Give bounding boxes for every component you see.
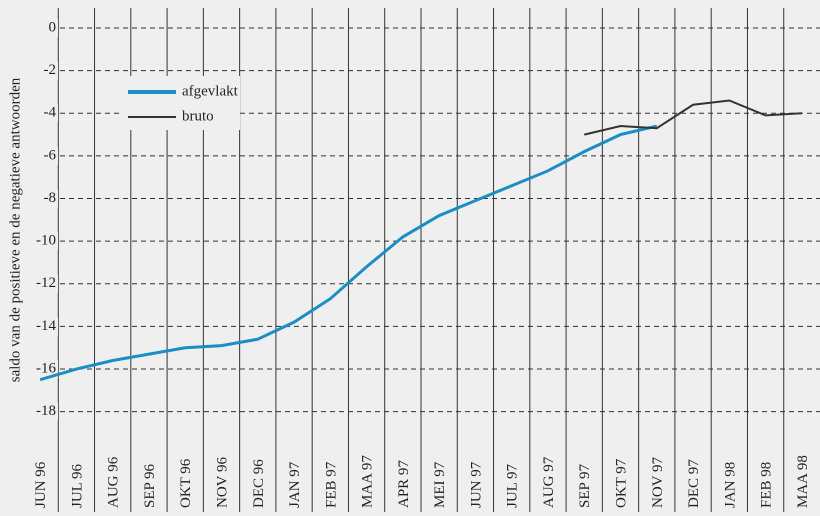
tick-label-bg	[30, 360, 58, 379]
x-tick-label: SEP 97	[577, 463, 593, 508]
x-tick-label-bg	[502, 440, 521, 510]
tick-label-bg	[30, 146, 58, 165]
tick-label-bg	[30, 402, 58, 421]
x-tick-label: JUN 97	[468, 461, 484, 508]
x-tick-label-bg	[611, 440, 630, 510]
x-tick-label-bg	[357, 440, 376, 510]
x-tick-label-bg	[393, 440, 412, 510]
tick-label-bg	[30, 232, 58, 251]
legend-label: bruto	[182, 108, 214, 124]
x-tick-label-bg	[756, 440, 775, 510]
y-tick-label: -10	[36, 233, 56, 249]
x-tick-label: SEP 96	[142, 463, 158, 508]
x-tick-label-bg	[31, 440, 50, 510]
x-tick-label: AUG 97	[541, 456, 557, 508]
x-tick-label: AUG 96	[106, 456, 122, 508]
y-axis-label: saldo van de positieve en de negatieve a…	[7, 77, 23, 382]
tick-label-bg	[30, 189, 58, 208]
y-tick-label: -6	[44, 147, 57, 163]
x-tick-label-bg	[248, 440, 267, 510]
x-tick-label-bg	[176, 440, 195, 510]
x-tick-label-bg	[466, 440, 485, 510]
x-tick-label: MEI 97	[432, 461, 448, 508]
y-tick-label: -18	[36, 403, 56, 419]
x-tick-label: MAA 97	[360, 455, 376, 508]
series-line	[39, 124, 658, 382]
x-tick-label: FEB 98	[759, 462, 775, 508]
legend-bg	[120, 76, 240, 130]
y-tick-label: -8	[44, 190, 57, 206]
x-tick-label: NOV 97	[650, 457, 666, 508]
x-tick-label-bg	[647, 440, 666, 510]
x-tick-label: OKT 97	[614, 458, 630, 508]
x-tick-label-bg	[430, 440, 449, 510]
tick-label-bg	[30, 104, 58, 123]
x-tick-label-bg	[321, 440, 340, 510]
y-tick-label: -4	[44, 105, 57, 121]
x-tick-label-bg	[139, 440, 158, 510]
y-tick-label: -2	[44, 62, 57, 78]
tick-label-bg	[30, 19, 58, 38]
x-tick-label: JAN 97	[287, 461, 303, 508]
y-tick-label: -12	[36, 275, 56, 291]
x-tick-label: NOV 96	[215, 457, 231, 508]
x-tick-label: APR 97	[396, 460, 412, 508]
x-tick-label-bg	[720, 440, 739, 510]
y-tick-label: 0	[49, 19, 57, 35]
x-tick-label-bg	[684, 440, 703, 510]
x-tick-label-bg	[285, 440, 304, 510]
y-tick-label: -16	[36, 360, 56, 376]
x-tick-label: JAN 98	[722, 462, 738, 508]
x-tick-label-bg	[103, 440, 122, 510]
x-tick-label: FEB 97	[323, 461, 339, 508]
x-tick-label: DEC 96	[251, 459, 267, 508]
x-tick-label-bg	[792, 440, 811, 510]
x-tick-label-bg	[575, 440, 594, 510]
x-tick-label: MAA 98	[795, 455, 811, 508]
y-tick-label: -14	[36, 318, 56, 334]
series-line	[583, 99, 802, 136]
x-tick-label: JUN 96	[33, 461, 49, 508]
x-tick-label: DEC 97	[686, 459, 702, 508]
x-tick-label: OKT 96	[178, 458, 194, 508]
legend-label: afgevlakt	[182, 83, 239, 99]
x-tick-label-bg	[538, 440, 557, 510]
x-tick-label: JUL 96	[69, 463, 85, 508]
x-tick-label: JUL 97	[505, 463, 521, 508]
x-tick-label-bg	[212, 440, 231, 510]
x-tick-label-bg	[67, 440, 86, 510]
tick-label-bg	[30, 274, 58, 293]
tick-label-bg	[30, 61, 58, 80]
tick-label-bg	[30, 317, 58, 336]
